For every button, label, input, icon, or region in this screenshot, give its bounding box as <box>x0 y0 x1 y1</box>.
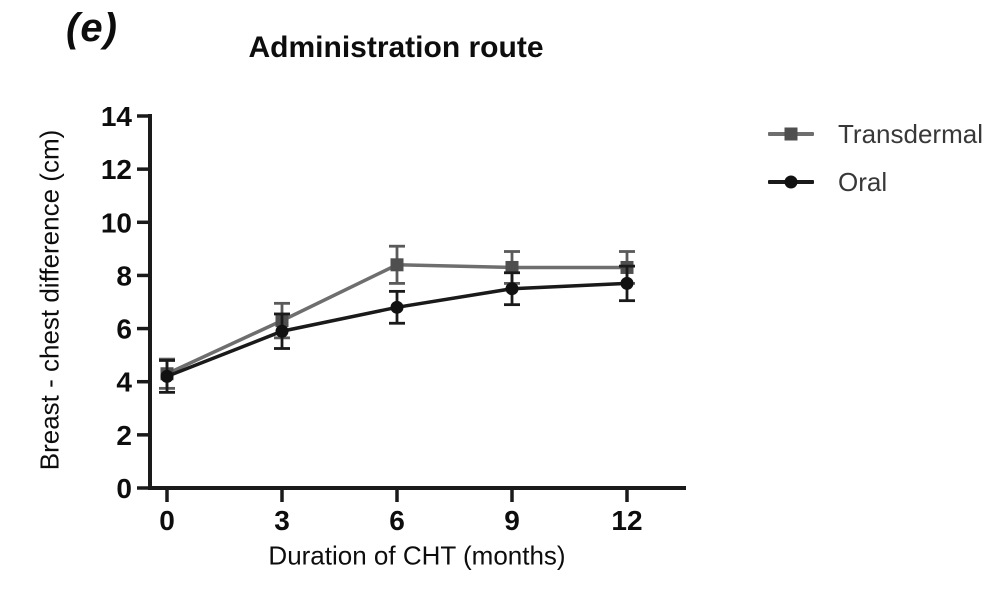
legend-label-transdermal: Transdermal <box>838 118 983 149</box>
svg-text:9: 9 <box>504 505 520 536</box>
svg-text:12: 12 <box>611 505 642 536</box>
svg-text:12: 12 <box>101 154 132 185</box>
svg-text:4: 4 <box>116 367 132 398</box>
svg-text:2: 2 <box>116 420 132 451</box>
svg-text:14: 14 <box>101 101 133 132</box>
svg-text:10: 10 <box>101 207 132 238</box>
svg-text:3: 3 <box>274 505 290 536</box>
y-axis-label: Breast - chest difference (cm) <box>34 129 65 471</box>
circle-marker-icon <box>784 175 798 189</box>
svg-text:8: 8 <box>116 260 132 291</box>
oral-line-swatch <box>768 175 814 189</box>
svg-text:0: 0 <box>116 473 132 504</box>
svg-text:6: 6 <box>389 505 405 536</box>
legend: Transdermal Oral <box>768 118 983 217</box>
legend-label-oral: Oral <box>838 166 888 197</box>
svg-text:0: 0 <box>159 505 175 536</box>
square-marker-icon <box>784 127 798 141</box>
x-axis-label: Duration of CHT (months) <box>268 540 566 571</box>
chart-title: Administration route <box>248 31 544 64</box>
panel-label: (e) <box>66 6 118 50</box>
svg-text:6: 6 <box>116 314 132 345</box>
legend-item-transdermal: Transdermal <box>768 118 983 149</box>
legend-item-oral: Oral <box>768 166 983 197</box>
transdermal-line-swatch <box>768 127 814 141</box>
